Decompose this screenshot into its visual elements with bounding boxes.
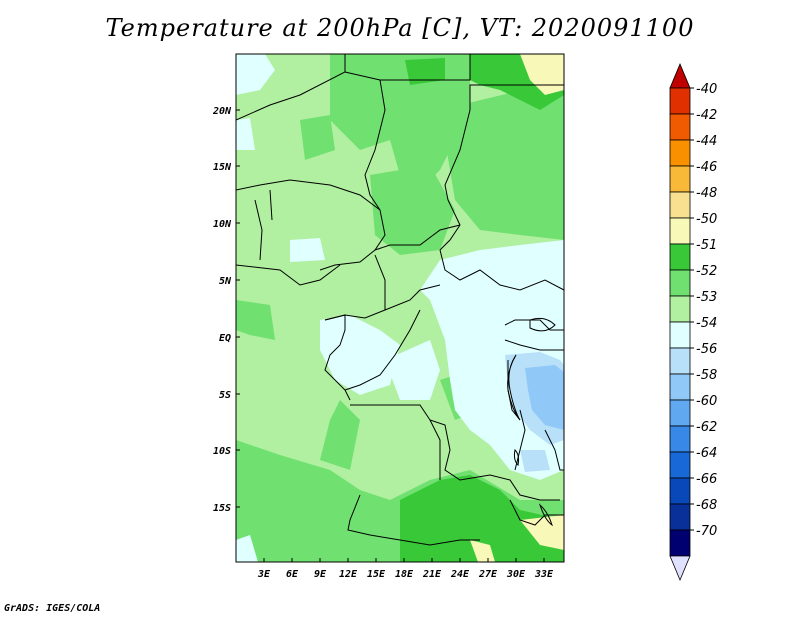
colorbar-segment	[669, 191, 691, 219]
colorbar-segment	[669, 269, 691, 297]
colorbar-segment	[669, 87, 691, 115]
colorbar-label: -52	[696, 264, 717, 279]
colorbar-segment	[669, 477, 691, 505]
colorbar-segment	[669, 373, 691, 401]
colorbar-label: -64	[696, 446, 717, 461]
colorbar-label: -54	[696, 316, 717, 331]
colorbar-segment	[669, 113, 691, 141]
lon-label: 33E	[534, 569, 554, 580]
lake-outlines	[507, 317, 556, 527]
country-borders	[236, 54, 564, 546]
lat-label: 5S	[219, 390, 231, 401]
colorbar-label: -51	[696, 238, 717, 253]
longitude-labels: 3E 6E 9E 12E 15E 18E 21E 24E 27E 30E 33E	[257, 558, 554, 580]
colorbar-label: -42	[696, 108, 717, 123]
colorbar-segment	[669, 503, 691, 531]
lon-label: 18E	[395, 569, 414, 580]
colorbar-bottom-arrow	[669, 555, 691, 582]
colorbar-segment	[669, 295, 691, 323]
colorbar-segment	[669, 347, 691, 375]
colorbar-segment	[669, 165, 691, 193]
colorbar-label: -56	[696, 342, 717, 357]
lat-label: EQ	[219, 333, 231, 344]
colorbar-segment	[669, 217, 691, 245]
lon-label: 15E	[367, 569, 386, 580]
lat-label: 10N	[213, 219, 232, 230]
colorbar-label: -48	[696, 186, 717, 201]
colorbar-segment	[669, 425, 691, 453]
colorbar-label: -53	[696, 290, 717, 305]
lat-label: 10S	[213, 446, 231, 457]
chart-title: Temperature at 200hPa [C], VT: 202009110…	[105, 14, 695, 42]
lat-label: 15N	[213, 162, 232, 173]
lat-label: 15S	[213, 503, 231, 514]
lon-label: 21E	[422, 569, 442, 580]
colorbar-label: -40	[696, 82, 717, 97]
colorbar-segment	[669, 451, 691, 479]
colorbar-label: -60	[696, 394, 717, 409]
colorbar-segment	[669, 139, 691, 167]
lon-label: 30E	[506, 569, 526, 580]
lon-label: 6E	[286, 569, 299, 580]
colorbar-label: -46	[696, 160, 717, 175]
lat-label: 5N	[219, 276, 232, 287]
latitude-labels: 20N 15N 10N 5N EQ 5S 10S 15S	[212, 106, 240, 514]
lon-label: 3E	[257, 569, 271, 580]
colorbar-segment	[669, 243, 691, 271]
map-frame	[235, 53, 565, 563]
colorbar-segment	[669, 529, 691, 557]
temperature-field	[236, 54, 564, 562]
colorbar-segment	[669, 399, 691, 427]
lat-label: 20N	[212, 106, 232, 117]
colorbar-label: -66	[696, 472, 717, 487]
grads-credit: GrADS: IGES/COLA	[4, 603, 101, 614]
colorbar: -40 -42 -44 -46 -48 -50 -51 -52 -53 -54 -56 -58 -60 -…	[669, 62, 717, 582]
colorbar-label: -44	[696, 134, 717, 149]
colorbar-label: -62	[696, 420, 717, 435]
lon-label: 12E	[339, 569, 358, 580]
colorbar-label: -58	[696, 368, 717, 383]
lon-label: 24E	[450, 569, 470, 580]
colorbar-label: -50	[696, 212, 717, 227]
lon-label: 9E	[314, 569, 327, 580]
colorbar-label: -70	[696, 524, 717, 539]
colorbar-segment	[669, 321, 691, 349]
lon-label: 27E	[478, 569, 498, 580]
colorbar-top-arrow	[669, 62, 691, 89]
colorbar-label: -68	[696, 498, 717, 513]
